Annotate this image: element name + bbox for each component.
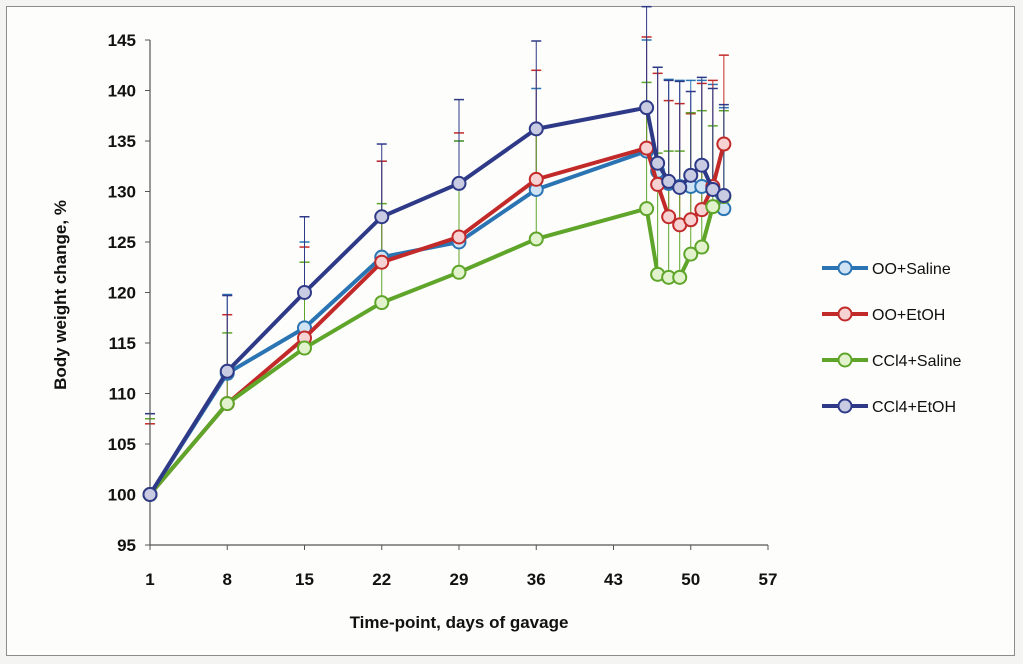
y-tick-label: 130 — [108, 183, 136, 202]
x-tick-label: 8 — [223, 570, 232, 589]
data-point — [374, 209, 390, 225]
data-point — [705, 181, 721, 197]
data-point — [661, 173, 677, 189]
y-tick-label: 135 — [108, 132, 136, 151]
legend-marker — [837, 306, 853, 322]
data-point — [451, 229, 467, 245]
x-tick-label: 43 — [604, 570, 623, 589]
data-point — [639, 100, 655, 116]
data-point — [683, 246, 699, 262]
axes: 95 100 105 110 115 120 125 130 135 140 145 1 8 15 22 29… — [108, 31, 778, 589]
y-tick-label: 110 — [109, 385, 136, 404]
data-point — [451, 175, 467, 191]
y-tick-label: 125 — [108, 233, 136, 252]
series-line-1 — [148, 143, 726, 496]
x-tick-label: 15 — [295, 570, 314, 589]
x-tick-label: 1 — [145, 570, 154, 589]
series-line-2 — [148, 195, 726, 496]
data-point — [639, 201, 655, 217]
x-tick-label: 36 — [527, 570, 546, 589]
data-point — [694, 239, 710, 255]
error-bars — [145, 5, 729, 495]
data-point — [639, 140, 655, 156]
data-point — [528, 171, 544, 187]
series-line-0 — [148, 149, 726, 496]
data-point — [694, 157, 710, 173]
legend-label: CCl4+Saline — [872, 353, 961, 370]
data-point — [374, 254, 390, 270]
data-point — [297, 285, 312, 300]
data-point — [142, 487, 158, 502]
y-tick-label: 140 — [108, 82, 136, 101]
y-tick-label: 145 — [108, 31, 136, 50]
legend-marker — [837, 398, 853, 414]
x-axis-title: Time-point, days of gavage — [350, 613, 569, 632]
data-point — [661, 209, 677, 225]
y-tick-label: 95 — [117, 536, 136, 555]
x-tick-label: 57 — [759, 570, 778, 589]
data-point — [650, 155, 666, 171]
data-point — [528, 121, 544, 137]
data-point — [716, 188, 732, 204]
legend-label: OO+Saline — [872, 261, 951, 278]
data-point — [705, 199, 721, 215]
y-tick-label: 120 — [108, 284, 136, 303]
x-tick-label: 29 — [450, 570, 469, 589]
data-point — [528, 231, 544, 247]
data-point — [672, 179, 688, 195]
data-point — [219, 396, 235, 412]
data-point — [297, 340, 312, 356]
legend-marker — [837, 260, 853, 276]
x-tick-label: 50 — [681, 570, 700, 589]
data-point — [219, 363, 235, 379]
chart-frame — [6, 6, 1015, 656]
y-axis-title: Body weight change, % — [51, 200, 70, 390]
y-tick-label: 100 — [108, 486, 136, 505]
data-point — [374, 295, 390, 311]
y-tick-label: 115 — [109, 334, 136, 353]
series-lines — [142, 100, 732, 502]
legend-label: CCl4+EtOH — [872, 399, 956, 416]
y-tick-label: 105 — [108, 435, 136, 454]
legend-label: OO+EtOH — [872, 307, 945, 324]
x-tick-label: 22 — [372, 570, 391, 589]
data-point — [451, 264, 467, 280]
legend-marker — [837, 352, 853, 368]
legend: OO+Saline OO+EtOH CCl4+Saline CCl4+EtOH — [822, 260, 961, 416]
data-point — [716, 136, 732, 152]
data-point — [683, 212, 699, 228]
data-point — [683, 167, 699, 183]
data-point — [672, 269, 688, 285]
series-line-3 — [148, 105, 725, 496]
